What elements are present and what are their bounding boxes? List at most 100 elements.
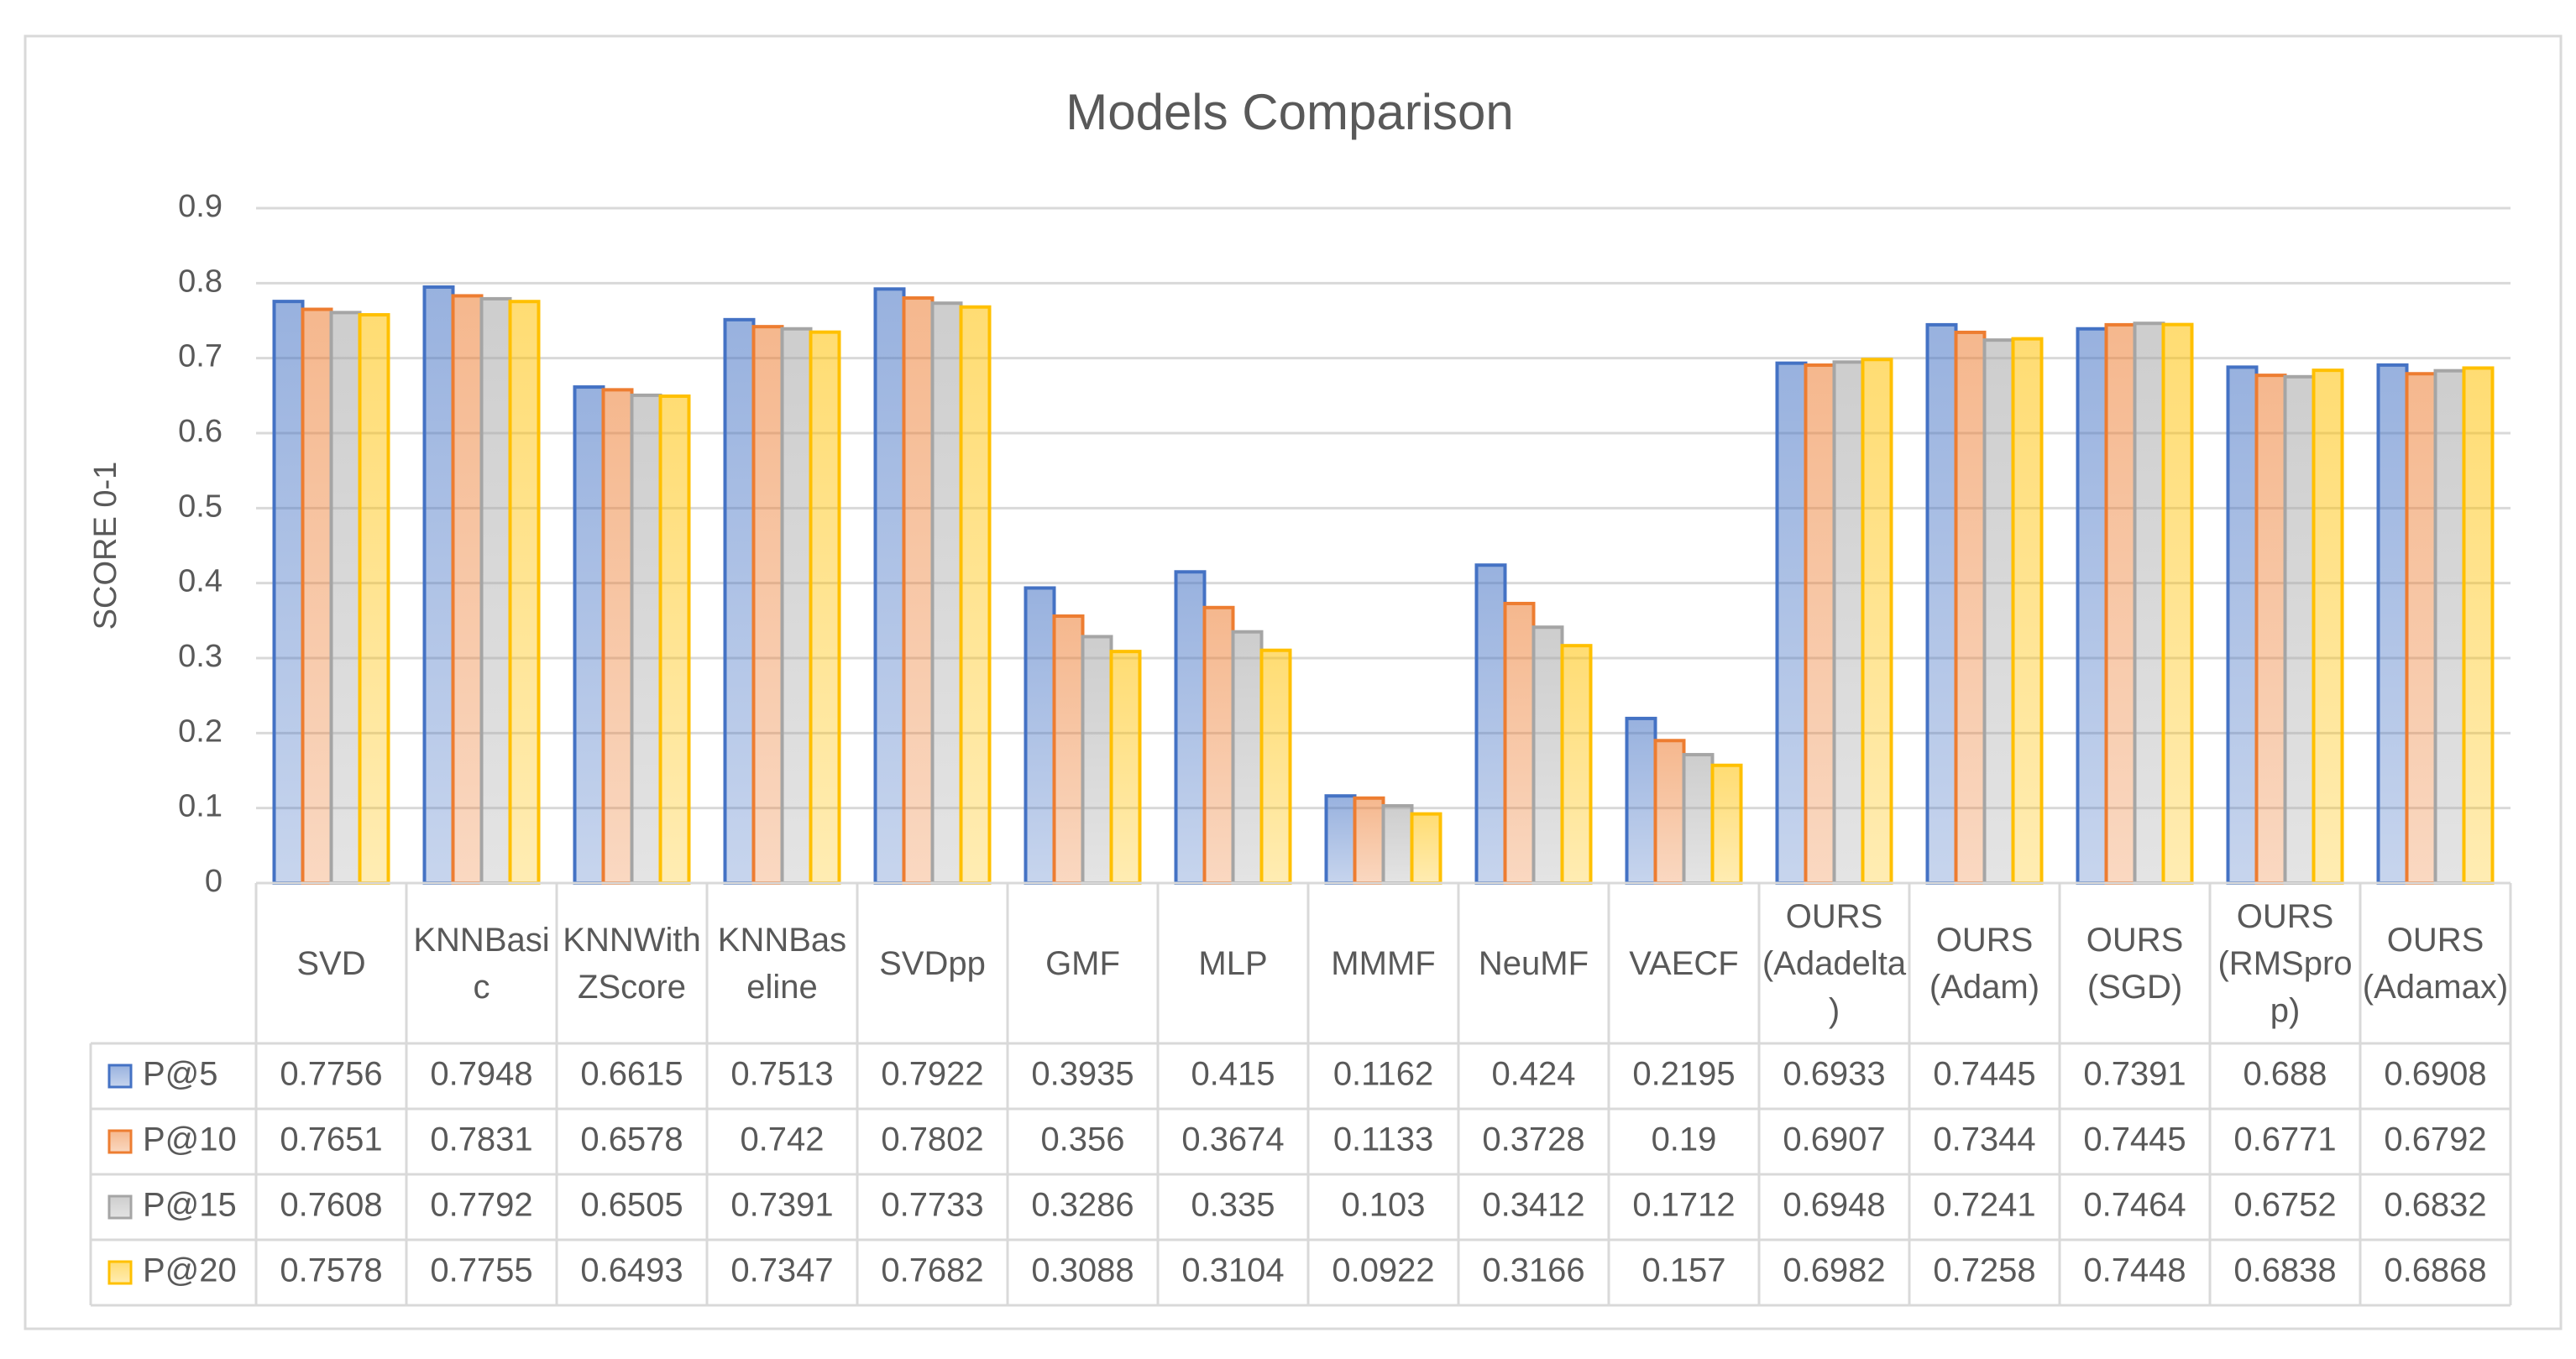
bar <box>1324 794 1357 885</box>
bar <box>1024 586 1056 885</box>
bar <box>1474 563 1507 886</box>
y-tick-label: 0.3 <box>178 639 223 674</box>
table-value: 0.6771 <box>2233 1121 2336 1158</box>
table-value: 0.6982 <box>1783 1252 1885 1289</box>
table-value: 0.6493 <box>580 1252 683 1289</box>
bar <box>1109 650 1142 885</box>
category-label: OURS (SGD) <box>2086 921 2184 1006</box>
bar <box>2011 337 2044 885</box>
table-value: 0.7445 <box>2083 1121 2186 1158</box>
legend-label: P@5 <box>143 1056 218 1093</box>
table-value: 0.742 <box>740 1121 824 1158</box>
table-value: 0.1133 <box>1333 1121 1433 1158</box>
bar <box>1775 361 1808 886</box>
bar <box>1954 330 1987 886</box>
table-value: 0.6933 <box>1783 1056 1885 1093</box>
table-value: 0.3674 <box>1181 1121 1284 1158</box>
legend-label: P@15 <box>143 1187 237 1224</box>
table-value: 0.0922 <box>1332 1252 1434 1289</box>
bar <box>1925 322 1958 885</box>
table-value: 0.7344 <box>1933 1121 2035 1158</box>
bar <box>2433 368 2466 885</box>
table-value: 0.6868 <box>2384 1252 2486 1289</box>
legend-swatch <box>107 1260 133 1285</box>
table-value: 0.6505 <box>580 1187 683 1224</box>
bar <box>422 285 455 886</box>
table-value: 0.7922 <box>881 1056 983 1093</box>
table-value: 0.7755 <box>430 1252 532 1289</box>
bar <box>451 294 484 885</box>
bar <box>272 300 305 885</box>
bar <box>601 388 634 885</box>
bar <box>1503 601 1536 885</box>
bar <box>329 311 362 885</box>
bar <box>873 287 906 885</box>
bar <box>1982 338 2015 885</box>
table-value: 0.7578 <box>280 1252 382 1289</box>
table-value: 0.3088 <box>1031 1252 1134 1289</box>
category-label: OURS (Adamax) <box>2362 921 2509 1006</box>
category-label: OURS (Adam) <box>1929 921 2040 1006</box>
y-tick-label: 0.8 <box>178 264 223 299</box>
y-tick-label: 0 <box>205 864 223 899</box>
table-value: 0.7464 <box>2083 1187 2186 1224</box>
y-axis-title: SCORE 0-1 <box>88 462 123 630</box>
bar <box>573 385 605 885</box>
y-tick-label: 0.9 <box>178 189 223 224</box>
y-tick-label: 0.6 <box>178 414 223 449</box>
bar <box>658 394 691 885</box>
y-tick-label: 0.1 <box>178 789 223 824</box>
bar <box>1625 716 1657 885</box>
table-value: 0.6792 <box>2384 1121 2486 1158</box>
table-value: 0.7948 <box>430 1056 532 1093</box>
table-value: 0.19 <box>1652 1121 1717 1158</box>
table-value: 0.157 <box>1641 1252 1725 1289</box>
bar <box>959 305 992 885</box>
table-value: 0.7831 <box>430 1121 532 1158</box>
bar <box>1081 635 1113 886</box>
legend-label: P@10 <box>143 1121 237 1158</box>
bar <box>2254 374 2287 885</box>
table-value: 0.7391 <box>730 1187 833 1224</box>
table-value: 0.6907 <box>1783 1121 1885 1158</box>
bar <box>1231 630 1264 885</box>
table-value: 0.356 <box>1040 1121 1124 1158</box>
table-value: 0.7448 <box>2083 1252 2186 1289</box>
table-value: 0.7608 <box>280 1187 382 1224</box>
legend-swatch <box>107 1064 133 1089</box>
bar <box>2376 363 2409 886</box>
table-value: 0.1712 <box>1632 1187 1735 1224</box>
category-label: KNNBasic <box>413 921 550 1006</box>
bar <box>1531 625 1564 885</box>
table-value: 0.2195 <box>1632 1056 1735 1093</box>
bar <box>2076 327 2108 886</box>
bar <box>1052 614 1085 885</box>
category-label: OURS (RMSprop) <box>2217 897 2353 1029</box>
bar <box>780 327 813 886</box>
bar <box>1259 648 1292 886</box>
table-value: 0.7651 <box>280 1121 382 1158</box>
bar <box>2283 374 2316 885</box>
bar <box>1560 644 1593 885</box>
table-value: 0.6948 <box>1783 1187 1885 1224</box>
bar <box>1804 363 1836 885</box>
bar <box>723 317 756 885</box>
y-tick-label: 0.5 <box>178 489 223 524</box>
bar <box>508 300 541 886</box>
y-tick-label: 0.2 <box>178 713 223 749</box>
bar <box>2405 372 2437 885</box>
category-label: NeuMF <box>1478 944 1589 982</box>
category-label: MMMF <box>1331 944 1436 982</box>
category-label: VAECF <box>1629 944 1739 982</box>
bar <box>1861 358 1893 885</box>
bar <box>2312 368 2344 885</box>
bar <box>1174 570 1207 885</box>
table-value: 0.7802 <box>881 1121 983 1158</box>
bar <box>1410 812 1442 885</box>
bar <box>2462 366 2495 885</box>
table-value: 0.7513 <box>730 1056 833 1093</box>
table-value: 0.103 <box>1341 1187 1425 1224</box>
bar <box>902 296 935 885</box>
bar <box>2104 322 2137 885</box>
